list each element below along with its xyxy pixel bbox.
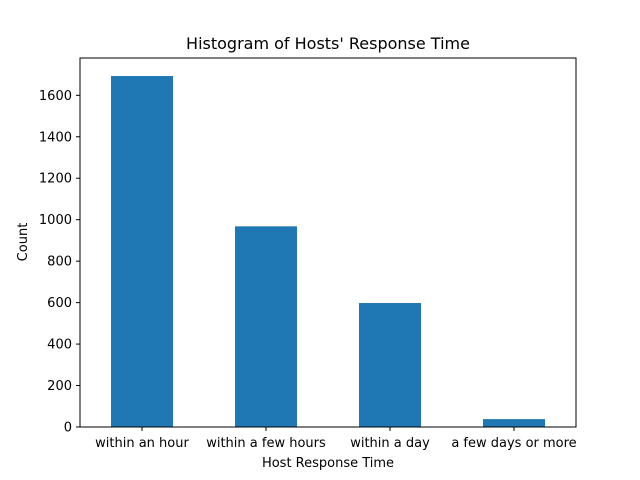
bar-2 — [359, 303, 421, 427]
y-tick-label-3: 600 — [47, 296, 72, 311]
x-tick-label-3: a few days or more — [451, 436, 576, 451]
y-axis-ticks: 0 200 400 600 800 1000 1200 1400 1600 — [39, 89, 80, 436]
x-tick-label-0: within an hour — [95, 436, 189, 451]
y-tick-label-8: 1600 — [39, 89, 72, 104]
y-tick-label-5: 1000 — [39, 213, 72, 228]
bar-1 — [235, 226, 297, 427]
bars-group — [111, 76, 545, 427]
bar-3 — [483, 419, 545, 427]
y-axis-label: Count — [16, 223, 31, 262]
y-tick-label-4: 800 — [47, 255, 72, 270]
y-tick-label-6: 1200 — [39, 172, 72, 187]
y-tick-label-1: 200 — [47, 379, 72, 394]
y-tick-label-0: 0 — [64, 421, 72, 436]
chart-title: Histogram of Hosts' Response Time — [186, 34, 470, 53]
y-tick-label-7: 1400 — [39, 130, 72, 145]
x-axis-label: Host Response Time — [262, 456, 394, 471]
y-tick-label-2: 400 — [47, 338, 72, 353]
x-tick-label-2: within a day — [350, 436, 430, 451]
bar-0 — [111, 76, 173, 427]
plot-frame — [79, 57, 577, 428]
x-tick-label-1: within a few hours — [206, 436, 326, 451]
x-axis-ticks: within an hour within a few hours within a… — [95, 427, 577, 451]
